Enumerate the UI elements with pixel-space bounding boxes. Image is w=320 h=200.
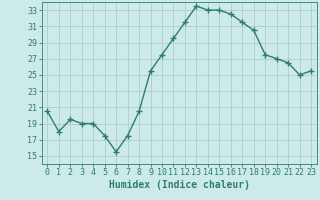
X-axis label: Humidex (Indice chaleur): Humidex (Indice chaleur) — [109, 180, 250, 190]
